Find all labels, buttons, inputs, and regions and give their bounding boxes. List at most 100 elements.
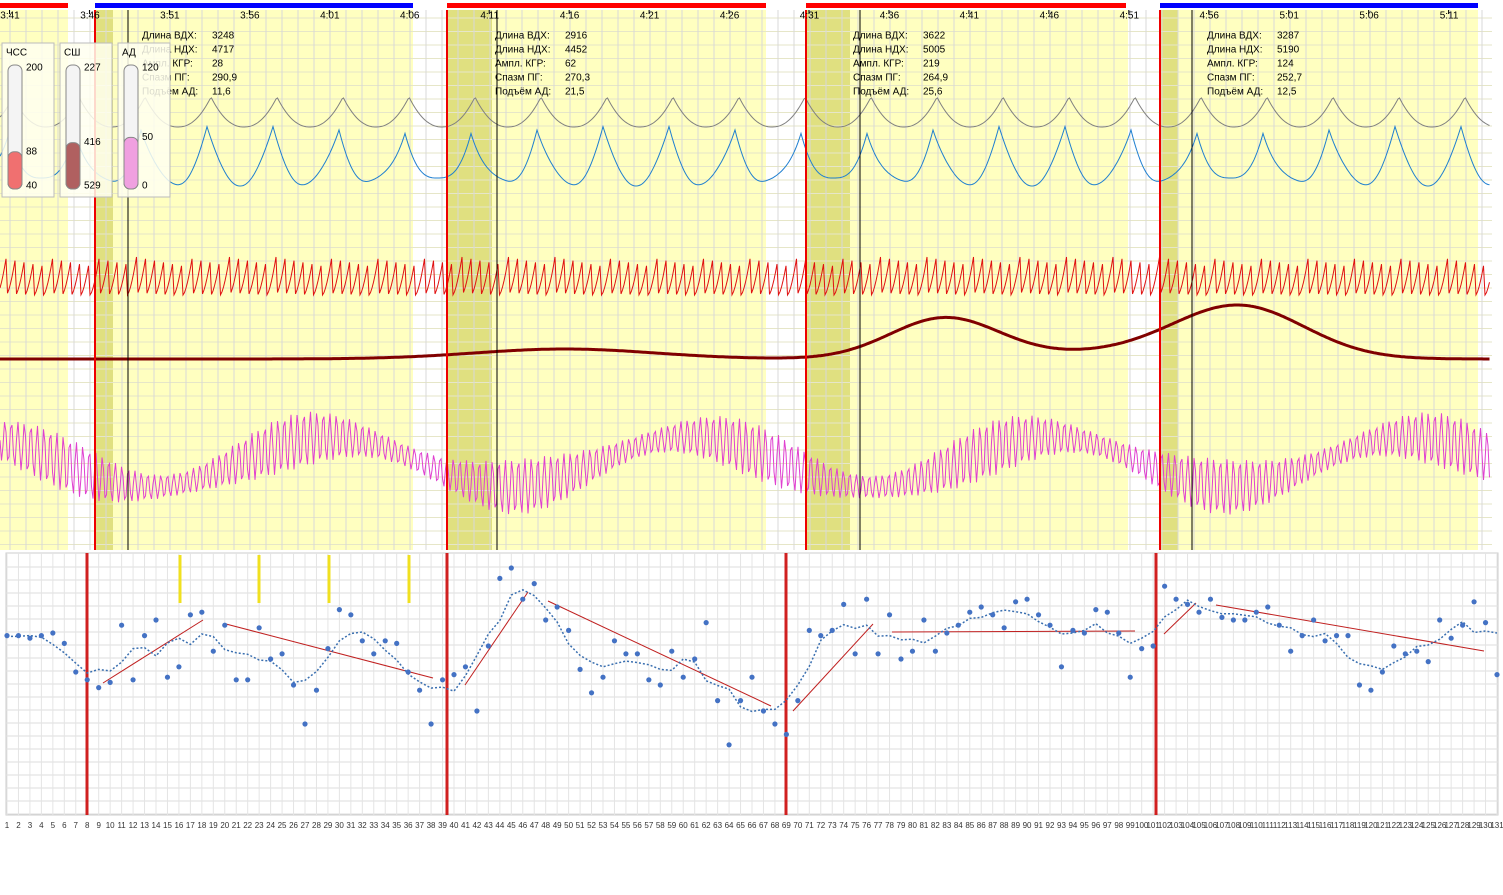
time-label: 4:46: [1040, 11, 1060, 22]
point: [1116, 630, 1122, 636]
x-tick-label: 29: [323, 821, 332, 830]
x-tick-label: 11: [117, 821, 126, 830]
x-tick-label: 123: [1399, 821, 1413, 830]
info-value: 124: [1277, 59, 1294, 70]
point: [15, 633, 22, 639]
x-tick-label: 1: [5, 821, 10, 830]
info-value: 2916: [565, 31, 588, 42]
point: [4, 633, 10, 639]
info-value: 12,5: [1277, 87, 1297, 98]
x-tick-label: 28: [312, 821, 321, 830]
info-label: Длина ВДХ:: [853, 31, 908, 42]
x-tick-label: 41: [461, 821, 470, 830]
point: [806, 627, 812, 634]
x-tick-label: 84: [954, 821, 963, 830]
info-label: Ампл. КГР:: [853, 59, 904, 70]
point: [1196, 609, 1202, 615]
x-tick-label: 27: [301, 821, 310, 830]
x-tick-label: 98: [1114, 821, 1123, 830]
point: [1299, 633, 1305, 639]
x-tick-label: 33: [369, 821, 378, 830]
point: [1253, 609, 1259, 615]
point: [1356, 682, 1363, 688]
point: [669, 648, 675, 654]
info-label: Длина ВДХ:: [495, 31, 550, 42]
point: [451, 672, 457, 678]
point: [336, 607, 342, 613]
time-tick: [88, 10, 90, 14]
point: [1081, 630, 1087, 636]
time-label: 4:16: [560, 11, 580, 22]
x-tick-label: 131: [1490, 821, 1503, 830]
trace-magenta: [0, 411, 1490, 515]
time-axis: 3:41 3:46 3:51 3:56 4:01 4:06 4:11 4:16 4:21 4:26…: [0, 10, 1459, 22]
point: [1047, 622, 1053, 628]
point: [1288, 648, 1294, 654]
bar-red: [447, 3, 766, 8]
info-label: Ампл. КГР:: [495, 59, 546, 70]
point: [1448, 635, 1454, 641]
gauge-fill: [123, 136, 139, 190]
gauge-mid: 88: [26, 146, 38, 157]
x-tick-label: 127: [1444, 821, 1458, 830]
x-tick-label: 60: [679, 821, 688, 830]
x-tick-label: 13: [140, 821, 149, 830]
time-label: 4:06: [400, 11, 420, 22]
point: [1242, 617, 1248, 623]
x-tick-label: 122: [1387, 821, 1401, 830]
x-tick-label: 75: [851, 821, 860, 830]
band-dark: [806, 10, 850, 550]
point: [990, 612, 996, 618]
point: [520, 596, 526, 602]
info-value: 11,6: [212, 87, 231, 98]
x-tick-label: 101: [1146, 821, 1160, 830]
x-tick-label: 115: [1307, 821, 1320, 830]
point: [313, 687, 320, 693]
time-label: 4:21: [640, 11, 660, 22]
x-tick-label: 70: [793, 821, 802, 830]
point: [428, 721, 434, 727]
gauge-bottom: 0: [142, 181, 148, 192]
point: [233, 677, 239, 683]
x-tick-label: 64: [725, 821, 734, 830]
x-tick-label: 109: [1238, 821, 1252, 830]
x-tick-label: 80: [908, 821, 917, 830]
x-tick-label: 30: [335, 821, 344, 830]
x-tick-label: 4: [39, 821, 44, 830]
info-value: 4717: [212, 45, 235, 56]
x-tick-label: 113: [1284, 821, 1297, 830]
x-tick-label: 90: [1023, 821, 1032, 830]
point: [119, 622, 125, 628]
time-tick: [968, 10, 970, 14]
point: [164, 674, 171, 680]
time-tick: [168, 10, 170, 14]
point: [176, 664, 182, 670]
point: [680, 674, 686, 680]
point: [27, 635, 33, 641]
x-tick-label: 128: [1456, 821, 1470, 830]
point: [210, 648, 216, 654]
x-tick-label: 14: [152, 821, 161, 830]
point: [1139, 646, 1145, 652]
gauges: ЧСС 200 88 40 СШ 227 416 529 АД 120 50 0: [1, 42, 171, 198]
x-tick-label: 15: [163, 821, 172, 830]
point: [1345, 633, 1351, 639]
x-tick-label: 6: [62, 821, 67, 830]
point: [783, 731, 789, 738]
x-tick-label: 31: [346, 821, 355, 830]
x-tick-label: 118: [1342, 821, 1355, 830]
point: [1150, 643, 1156, 649]
time-label: 3:51: [160, 11, 180, 22]
info-value: 3248: [212, 31, 235, 42]
gauge-top: 200: [26, 63, 43, 74]
trace-darkred: [0, 303, 1490, 361]
point: [1013, 599, 1019, 605]
point: [1219, 614, 1225, 621]
info-label: Длина НДХ:: [1207, 45, 1263, 56]
point: [1460, 622, 1466, 628]
x-tick-label: 124: [1410, 821, 1424, 830]
x-tick-label: 25: [278, 821, 287, 830]
point: [1425, 659, 1431, 665]
point: [932, 648, 938, 654]
point: [715, 698, 721, 704]
